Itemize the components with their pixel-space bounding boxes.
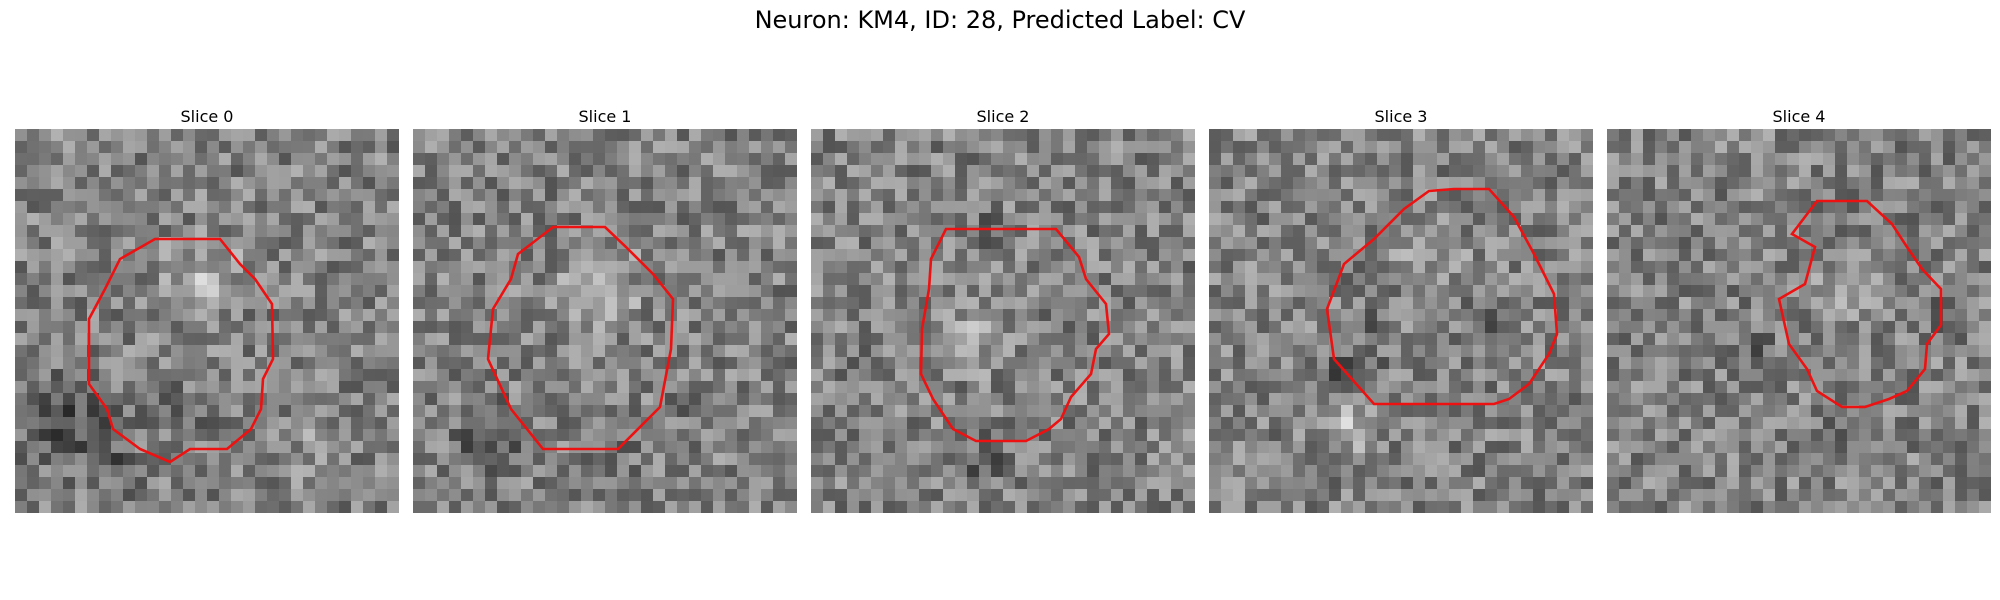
cell-contour	[486, 225, 675, 451]
slice-title: Slice 4	[1772, 107, 1826, 126]
slice-title: Slice 1	[578, 107, 632, 126]
slice-panel-2: Slice 2	[811, 105, 1195, 513]
cell-contour	[87, 237, 275, 464]
slice-panel-0: Slice 0	[15, 105, 399, 513]
slice-image	[811, 129, 1195, 513]
slice-title: Slice 3	[1374, 107, 1428, 126]
slice-panel-3: Slice 3	[1209, 105, 1593, 513]
cell-contour	[1777, 199, 1943, 409]
slice-title: Slice 0	[180, 107, 234, 126]
figure-title: Neuron: KM4, ID: 28, Predicted Label: CV	[754, 6, 1246, 34]
slice-panel-1: Slice 1	[413, 105, 797, 513]
slice-title: Slice 2	[976, 107, 1030, 126]
slice-panel-4: Slice 4	[1607, 105, 1991, 513]
cell-contour	[919, 227, 1111, 443]
slice-image	[1209, 129, 1593, 513]
slice-image	[15, 129, 399, 513]
slice-image	[1607, 129, 1991, 513]
cell-contour	[1325, 187, 1559, 406]
slice-image	[413, 129, 797, 513]
